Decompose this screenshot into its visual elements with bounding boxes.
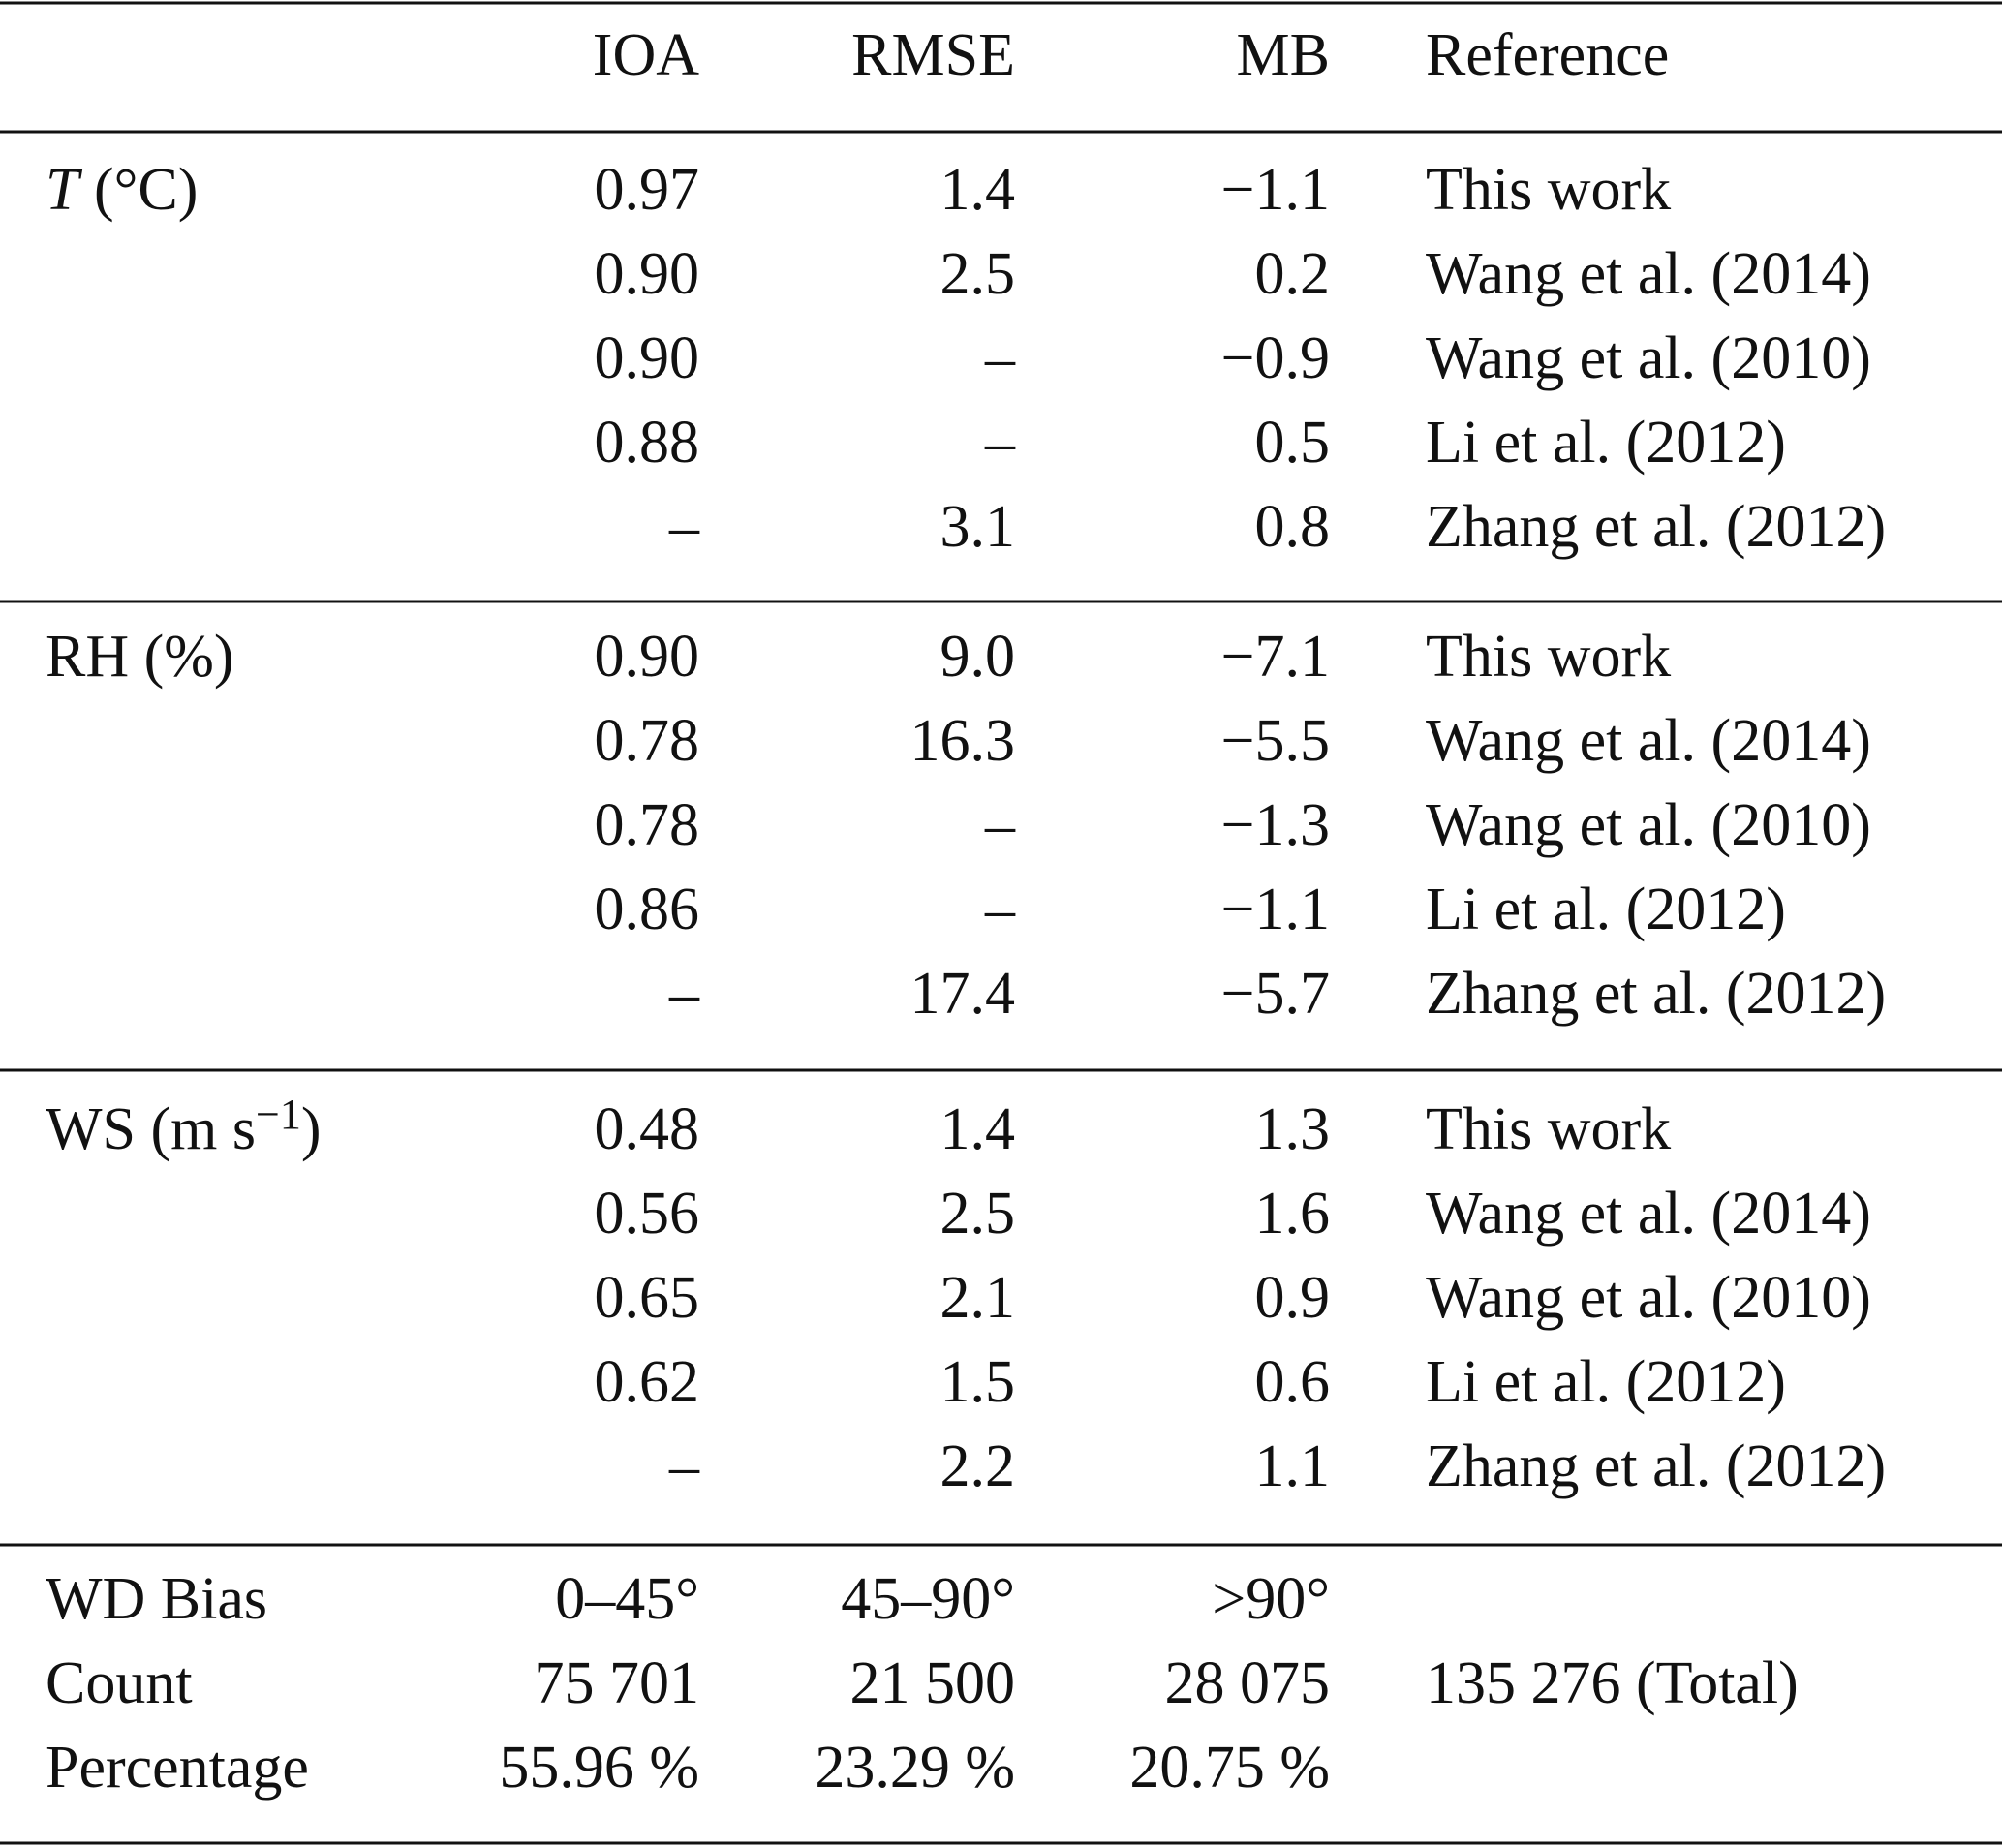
cell: – — [668, 494, 700, 560]
column-header: IOA — [593, 22, 699, 88]
cell: – — [668, 1433, 700, 1499]
row-label: WD Bias — [46, 1566, 267, 1632]
cell: >90° — [1212, 1566, 1330, 1632]
cell: 0.8 — [1255, 494, 1331, 560]
cell: 0.78 — [595, 792, 700, 858]
cell: – — [984, 325, 1016, 391]
cell: – — [984, 792, 1016, 858]
cell: 17.4 — [910, 961, 1016, 1027]
reference: Wang et al. (2010) — [1426, 325, 1871, 391]
cell: −1.1 — [1221, 877, 1330, 942]
cell: – — [984, 410, 1016, 476]
reference: Wang et al. (2014) — [1426, 1181, 1871, 1247]
cell: 1.4 — [940, 157, 1016, 223]
cell: 28 075 — [1165, 1650, 1331, 1716]
cell: 1.1 — [1255, 1433, 1331, 1499]
label-part: (°C) — [78, 157, 198, 223]
cell: 0.90 — [595, 325, 700, 391]
reference: Li et al. (2012) — [1426, 877, 1786, 942]
cell: 0.56 — [595, 1181, 700, 1247]
column-header: MB — [1237, 22, 1330, 88]
reference: Zhang et al. (2012) — [1426, 494, 1886, 560]
cell: 0.86 — [595, 877, 700, 942]
cell: 45–90° — [841, 1566, 1015, 1632]
cell: 0.90 — [595, 624, 700, 690]
cell: 0.90 — [595, 241, 700, 307]
reference: This work — [1426, 1096, 1671, 1162]
cell: 0.62 — [595, 1349, 700, 1415]
cell: 2.1 — [940, 1265, 1016, 1331]
cell: 75 701 — [535, 1650, 700, 1716]
cell: – — [984, 877, 1016, 942]
cell: 2.5 — [940, 241, 1016, 307]
reference: Wang et al. (2010) — [1426, 792, 1871, 858]
reference: Wang et al. (2014) — [1426, 708, 1871, 774]
cell: −1.3 — [1221, 792, 1330, 858]
label-part: T — [46, 157, 83, 223]
reference: Zhang et al. (2012) — [1426, 1433, 1886, 1499]
reference: This work — [1426, 157, 1671, 223]
reference: This work — [1426, 624, 1671, 690]
cell: 21 500 — [850, 1650, 1016, 1716]
cell: 0.6 — [1255, 1349, 1331, 1415]
cell: – — [668, 961, 700, 1027]
reference: Wang et al. (2010) — [1426, 1265, 1871, 1331]
cell: −5.7 — [1221, 961, 1330, 1027]
cell: 0.2 — [1255, 241, 1331, 307]
cell: 3.1 — [940, 494, 1016, 560]
cell: 0.65 — [595, 1265, 700, 1331]
row-label: WS (m s−1) — [46, 1091, 321, 1162]
cell: −5.5 — [1221, 708, 1330, 774]
cell: −1.1 — [1221, 157, 1330, 223]
cell: 2.2 — [940, 1433, 1016, 1499]
label-part: WS (m s — [46, 1096, 256, 1162]
label-part: −1 — [256, 1091, 301, 1138]
cell: 0.97 — [595, 157, 700, 223]
row-label: Count — [46, 1650, 193, 1716]
reference: Wang et al. (2014) — [1426, 241, 1871, 307]
cell: 1.5 — [940, 1349, 1016, 1415]
reference: Zhang et al. (2012) — [1426, 961, 1886, 1027]
row-label: RH (%) — [46, 624, 234, 690]
cell: 1.6 — [1255, 1181, 1331, 1247]
cell: 23.29 % — [815, 1735, 1015, 1801]
cell: 2.5 — [940, 1181, 1016, 1247]
reference: Li et al. (2012) — [1426, 410, 1786, 476]
label-part: ) — [301, 1096, 322, 1162]
cell: 0–45° — [555, 1566, 699, 1632]
cell: 0.5 — [1255, 410, 1331, 476]
cell: −0.9 — [1221, 325, 1330, 391]
cell: 55.96 % — [499, 1735, 699, 1801]
column-header: RMSE — [851, 22, 1015, 88]
cell: 0.9 — [1255, 1265, 1331, 1331]
cell: 0.48 — [595, 1096, 700, 1162]
row-label: Percentage — [46, 1735, 309, 1801]
reference: Li et al. (2012) — [1426, 1349, 1786, 1415]
cell: 16.3 — [910, 708, 1016, 774]
column-header: Reference — [1426, 22, 1669, 88]
cell: 9.0 — [940, 624, 1016, 690]
cell: 1.3 — [1255, 1096, 1331, 1162]
cell: 1.4 — [940, 1096, 1016, 1162]
label-part: RH (%) — [46, 624, 234, 690]
row-label: T (°C) — [46, 157, 198, 223]
cell: −7.1 — [1221, 624, 1330, 690]
cell: 135 276 (Total) — [1426, 1650, 1799, 1716]
cell: 0.88 — [595, 410, 700, 476]
cell: 0.78 — [595, 708, 700, 774]
cell: 20.75 % — [1129, 1735, 1330, 1801]
